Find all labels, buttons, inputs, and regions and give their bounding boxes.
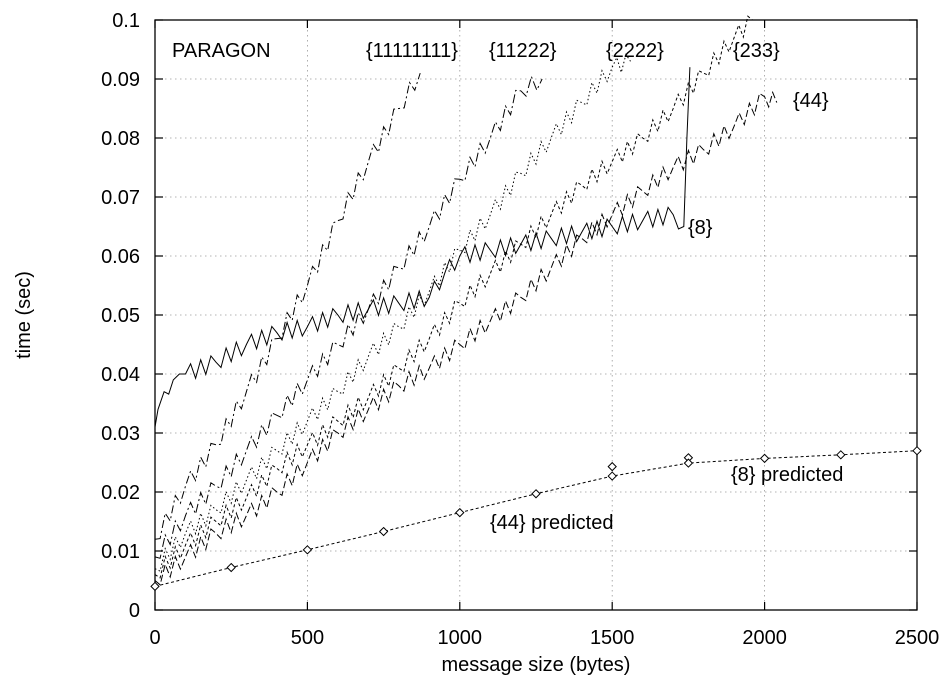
marker-44-predicted — [302, 545, 313, 555]
series-line-2222 — [154, 53, 631, 572]
y-tick-label: 0.04 — [101, 364, 140, 386]
axis-ticks: 0 500 1000 1500 2000 2500 0 0.01 0.02 0.03 0.04 0.0… — [101, 10, 939, 649]
x-tick-label: 0 — [149, 627, 160, 649]
marker-44-predicted — [455, 507, 465, 518]
series-line-11222 — [154, 75, 543, 559]
y-tick-label: 0.01 — [101, 541, 140, 563]
x-tick-label: 500 — [291, 627, 324, 649]
marker-44-predicted — [683, 458, 694, 468]
y-tick-label: 0.03 — [101, 423, 140, 445]
y-tick-label: 0.07 — [101, 187, 140, 209]
marker-44-predicted — [378, 526, 389, 537]
marker-44-predicted — [607, 471, 617, 481]
marker-8-predicted — [607, 461, 617, 472]
y-tick-label: 0.06 — [101, 246, 140, 268]
annotation-paragon: PARAGON — [172, 40, 271, 62]
x-tick-label: 2500 — [895, 627, 940, 649]
series-line-11111111 — [154, 72, 421, 540]
x-axis-label: message size (bytes) — [442, 654, 631, 676]
y-tick-label: 0.1 — [112, 10, 140, 32]
marker-44-predicted — [226, 562, 236, 573]
x-tick-label: 1000 — [438, 627, 483, 649]
label-11222: {11222} — [489, 40, 557, 62]
series-line-44 — [154, 90, 778, 586]
x-tick-label: 2000 — [742, 627, 787, 649]
y-tick-label: 0.05 — [101, 305, 140, 327]
label-44: {44} — [793, 90, 829, 112]
marker-8-predicted — [759, 453, 770, 464]
marker-8-predicted — [912, 445, 922, 456]
y-tick-label: 0.09 — [101, 69, 140, 91]
marker-44-predicted — [150, 581, 160, 592]
label-233: {233} — [733, 40, 780, 62]
series-line-233 — [154, 15, 753, 579]
label-44-predicted: {44} predicted — [490, 512, 613, 534]
marker-8-predicted — [836, 450, 846, 460]
series-line-8 — [154, 67, 691, 428]
y-axis-label: time (sec) — [13, 271, 35, 359]
x-tick-label: 1500 — [590, 627, 635, 649]
label-11111111: {11111111} — [366, 40, 458, 62]
series-group — [150, 15, 922, 592]
label-8: {8} — [688, 217, 713, 239]
marker-44-predicted — [531, 489, 541, 499]
label-8-predicted: {8} predicted — [731, 464, 843, 486]
label-2222: {2222} — [606, 40, 664, 62]
y-tick-label: 0.02 — [101, 482, 140, 504]
y-tick-label: 0 — [129, 600, 140, 622]
y-tick-label: 0.08 — [101, 128, 140, 150]
